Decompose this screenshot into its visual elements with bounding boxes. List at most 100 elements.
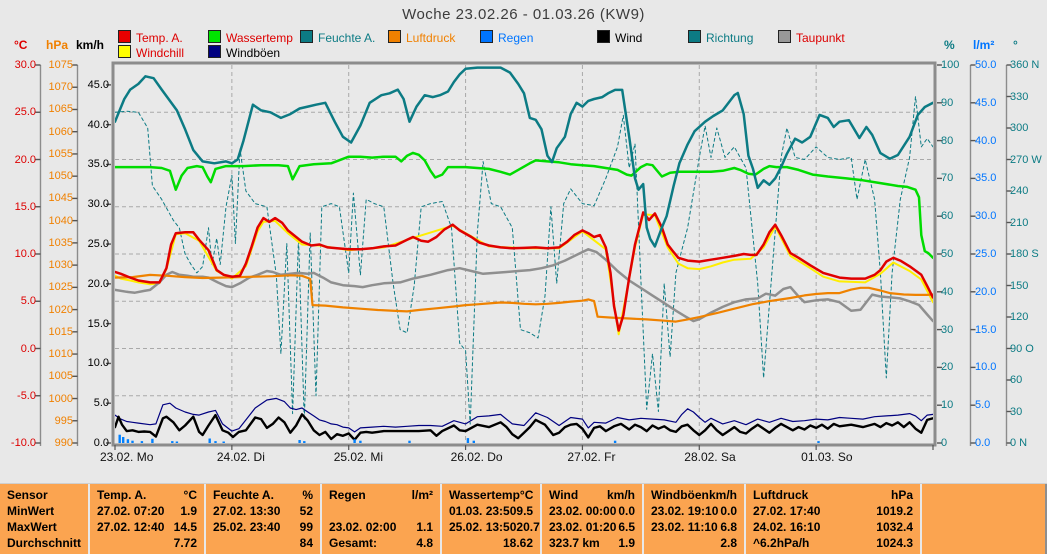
- rain-bar: [175, 441, 179, 443]
- x-axis-label: 23.02. Mo: [100, 450, 154, 464]
- rain-bar: [359, 440, 362, 443]
- tick-hpa: 1015: [48, 325, 73, 338]
- cell-value: 0.0: [720, 504, 737, 518]
- sensor-name: Wind: [549, 488, 579, 502]
- tick-deg: 30: [1010, 405, 1023, 418]
- sensor-name: Wassertemp: [449, 488, 520, 502]
- cell-value: 0.0: [618, 504, 635, 518]
- legend-label: Temp. A.: [136, 31, 183, 45]
- cell-value: 6.5: [618, 520, 635, 534]
- cell-value: 1.9: [618, 536, 635, 550]
- rain-bar: [408, 440, 411, 443]
- tick-kmh: 40.0: [87, 118, 109, 131]
- tick-hpa: 1050: [48, 170, 73, 183]
- cell-time: 27.02. 07:20: [97, 504, 165, 518]
- rain-bar: [126, 439, 130, 443]
- tick-hpa: 1025: [48, 281, 73, 294]
- rain-bar: [613, 440, 617, 443]
- legend-color-swatch: [388, 30, 401, 43]
- rain-bar: [303, 441, 306, 443]
- row-label: MinWert: [7, 504, 55, 518]
- cell-value: 14.5: [173, 520, 197, 534]
- legend-color-swatch: [208, 45, 221, 58]
- rain-bar: [171, 441, 174, 443]
- sensor-unit: %: [302, 488, 313, 502]
- tick-pct: 50: [941, 248, 954, 260]
- tick-kmh: 0.0: [93, 437, 109, 449]
- rain-bar: [466, 438, 470, 443]
- cell-time: 323.7 km: [549, 536, 600, 550]
- rain-bar: [214, 441, 217, 443]
- cell-value: 1.1: [416, 520, 433, 534]
- cell-value: 1024.3: [876, 536, 913, 550]
- rain-bar: [122, 437, 125, 443]
- sensor-name: Regen: [329, 488, 366, 502]
- cell-time: ^6.2hPa/h: [753, 536, 810, 550]
- tick-lm2: 35.0: [975, 172, 997, 185]
- series-luftdruck: [115, 273, 933, 323]
- tick-deg: 150: [1010, 279, 1029, 292]
- rain-bar: [131, 440, 134, 443]
- tick-kmh: 30.0: [87, 198, 109, 211]
- cell-value: 6.8: [720, 520, 737, 534]
- legend-item-regen: Regen: [480, 30, 534, 45]
- tick-kmh: 5.0: [93, 397, 109, 410]
- table-group-feuchte-a-: Feuchte A.% 27.02. 13:30 52 25.02. 23:40 99 8…: [206, 484, 320, 554]
- legend-item-feuchte-a-: Feuchte A.: [300, 30, 375, 45]
- tick-pct: 40: [941, 285, 954, 298]
- sensor-unit: km/h: [708, 488, 737, 502]
- legend-item-windb-en: Windböen: [208, 45, 281, 60]
- legend-label: Richtung: [706, 31, 754, 45]
- rain-bar: [353, 439, 356, 443]
- tick-hpa: 1065: [48, 103, 73, 116]
- tick-lm2: 30.0: [975, 210, 997, 223]
- tick-deg: 330: [1010, 90, 1029, 103]
- tick-hpa: 995: [54, 414, 73, 427]
- table-group-regen: Regen l/m² 23.02. 02:00 1.1 Gesamt: 4.8: [322, 484, 440, 554]
- legend-color-swatch: [208, 30, 221, 43]
- tick-deg: 240: [1010, 185, 1029, 197]
- cell-time: 23.02. 01:20: [549, 520, 617, 534]
- legend-color-swatch: [778, 30, 791, 43]
- rain-bar: [817, 441, 820, 443]
- tick-deg: 90 O: [1010, 342, 1034, 355]
- table-group-wind: Wind km/h 23.02. 00:00 0.0 23.02. 01:20 6.5 32…: [542, 484, 642, 554]
- tick-lm2: 20.0: [975, 285, 997, 298]
- sensor-unit: hPa: [890, 488, 913, 502]
- tick-temp_c: 15.0: [14, 200, 36, 213]
- rain-bar: [140, 441, 144, 443]
- legend-label: Windböen: [226, 46, 281, 60]
- tick-hpa: 1035: [48, 236, 73, 249]
- tick-deg: 270 W: [1010, 153, 1042, 166]
- tick-temp_c: -5.0: [17, 389, 36, 402]
- rain-bar: [151, 438, 154, 443]
- legend-item-wassertemp: Wassertemp: [208, 30, 293, 45]
- cell-time: 23.02. 00:00: [549, 504, 617, 518]
- axis-unit-hpa: hPa: [46, 38, 69, 52]
- tick-temp_c: 20.0: [14, 153, 36, 166]
- tick-lm2: 10.0: [975, 361, 997, 374]
- tick-hpa: 1010: [48, 348, 73, 361]
- cell-time: 27.02. 12:40: [97, 520, 165, 534]
- rain-bar: [472, 440, 475, 443]
- cell-time: 25.02. 23:40: [213, 520, 281, 534]
- tick-lm2: 15.0: [975, 323, 997, 336]
- cell-value: 2.8: [720, 536, 737, 550]
- tick-kmh: 35.0: [87, 158, 109, 171]
- x-axis-label: 24.02. Di: [216, 450, 265, 464]
- tick-lm2: 0.0: [975, 437, 991, 449]
- tick-deg: 300: [1010, 122, 1029, 134]
- tick-pct: 30: [941, 323, 954, 336]
- cell-value: 20.7: [516, 520, 540, 534]
- legend-label: Regen: [498, 31, 534, 45]
- cell-time: 23.02. 02:00: [329, 520, 397, 534]
- legend-label: Luftdruck: [406, 31, 456, 45]
- tick-hpa: 1075: [48, 59, 73, 71]
- cell-time: Gesamt:: [329, 536, 378, 550]
- cell-time: 27.02. 13:30: [213, 504, 281, 518]
- tick-kmh: 10.0: [87, 357, 109, 370]
- legend-color-swatch: [597, 30, 610, 43]
- legend-item-taupunkt: Taupunkt: [778, 30, 845, 45]
- sensor-name: Windböen: [651, 488, 709, 502]
